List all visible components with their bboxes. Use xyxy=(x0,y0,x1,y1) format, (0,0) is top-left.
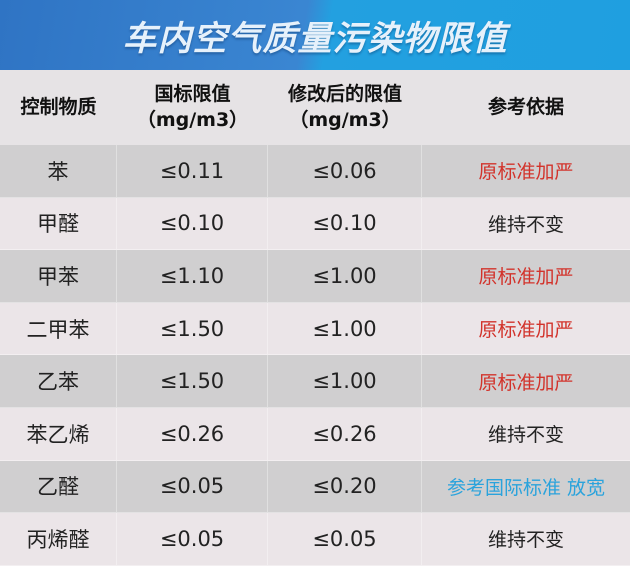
national-limit-cell: ≤1.50 xyxy=(117,302,268,355)
page-title: 车内空气质量污染物限值 xyxy=(122,18,508,59)
table-row: 乙醛 ≤0.05 ≤0.20 参考国际标准 放宽 xyxy=(0,460,630,514)
header-label: 国标限值 xyxy=(154,82,231,105)
substance-cell: 苯乙烯 xyxy=(0,407,117,460)
basis-cell: 原标准加严 xyxy=(478,266,574,289)
basis-cell: 维持不变 xyxy=(487,424,564,447)
substance-cell: 甲醛 xyxy=(0,197,117,250)
basis-cell: 原标准加严 xyxy=(478,371,574,394)
revised-limit-cell: ≤1.00 xyxy=(268,355,422,407)
table-header: 控制物质 国标限值 （mg/m3） 修改后的限值 （mg/m3） 参考依据 xyxy=(0,70,630,145)
national-limit-cell: ≤0.05 xyxy=(117,460,268,513)
revised-limit-cell: ≤0.05 xyxy=(268,513,422,565)
substance-cell: 乙醛 xyxy=(0,460,117,513)
national-limit-cell: ≤1.10 xyxy=(117,250,268,302)
national-limit-cell: ≤0.10 xyxy=(117,197,268,250)
substance-cell: 二甲苯 xyxy=(0,302,117,355)
revised-limit-cell: ≤0.20 xyxy=(268,460,422,513)
header-basis: 参考依据 xyxy=(422,70,630,145)
national-limit-cell: ≤0.05 xyxy=(117,513,268,565)
table-row: 甲苯 ≤1.10 ≤1.00 原标准加严 xyxy=(0,250,630,303)
revised-limit-cell: ≤1.00 xyxy=(268,250,422,302)
header-label: 参考依据 xyxy=(487,95,564,118)
table-body: 苯 ≤0.11 ≤0.06 原标准加严 甲醛 ≤0.10 ≤0.10 维持不变 甲苯 ≤1.10 ≤… xyxy=(0,145,630,566)
header-unit: （mg/m3） xyxy=(289,108,401,131)
substance-cell: 乙苯 xyxy=(0,355,117,407)
revised-limit-cell: ≤0.10 xyxy=(268,197,422,250)
revised-limit-cell: ≤0.06 xyxy=(268,145,422,197)
header-label: 修改后的限值 xyxy=(287,82,402,105)
table-row: 苯 ≤0.11 ≤0.06 原标准加严 xyxy=(0,145,630,198)
header-substance: 控制物质 xyxy=(0,70,117,145)
substance-cell: 苯 xyxy=(0,145,117,197)
table-row: 乙苯 ≤1.50 ≤1.00 原标准加严 xyxy=(0,355,630,408)
basis-cell: 原标准加严 xyxy=(478,161,574,184)
table-row: 丙烯醛 ≤0.05 ≤0.05 维持不变 xyxy=(0,513,630,566)
revised-limit-cell: ≤0.26 xyxy=(268,407,422,460)
substance-cell: 丙烯醛 xyxy=(0,513,117,565)
header-national-limit: 国标限值 （mg/m3） xyxy=(117,70,268,145)
basis-cell: 原标准加严 xyxy=(478,319,574,342)
basis-cell: 维持不变 xyxy=(487,213,564,236)
revised-limit-cell: ≤1.00 xyxy=(268,302,422,355)
basis-cell: 参考国际标准 放宽 xyxy=(446,476,606,499)
table-row: 二甲苯 ≤1.50 ≤1.00 原标准加严 xyxy=(0,302,630,356)
header-revised-limit: 修改后的限值 （mg/m3） xyxy=(268,70,422,145)
header-unit: （mg/m3） xyxy=(136,108,249,131)
basis-cell: 维持不变 xyxy=(487,529,564,552)
header-label: 控制物质 xyxy=(20,95,97,118)
national-limit-cell: ≤1.50 xyxy=(117,355,268,407)
table-row: 苯乙烯 ≤0.26 ≤0.26 维持不变 xyxy=(0,407,630,461)
substance-cell: 甲苯 xyxy=(0,250,117,302)
national-limit-cell: ≤0.11 xyxy=(117,145,268,197)
table-row: 甲醛 ≤0.10 ≤0.10 维持不变 xyxy=(0,197,630,251)
title-banner: 车内空气质量污染物限值 xyxy=(0,0,630,70)
national-limit-cell: ≤0.26 xyxy=(117,407,268,460)
